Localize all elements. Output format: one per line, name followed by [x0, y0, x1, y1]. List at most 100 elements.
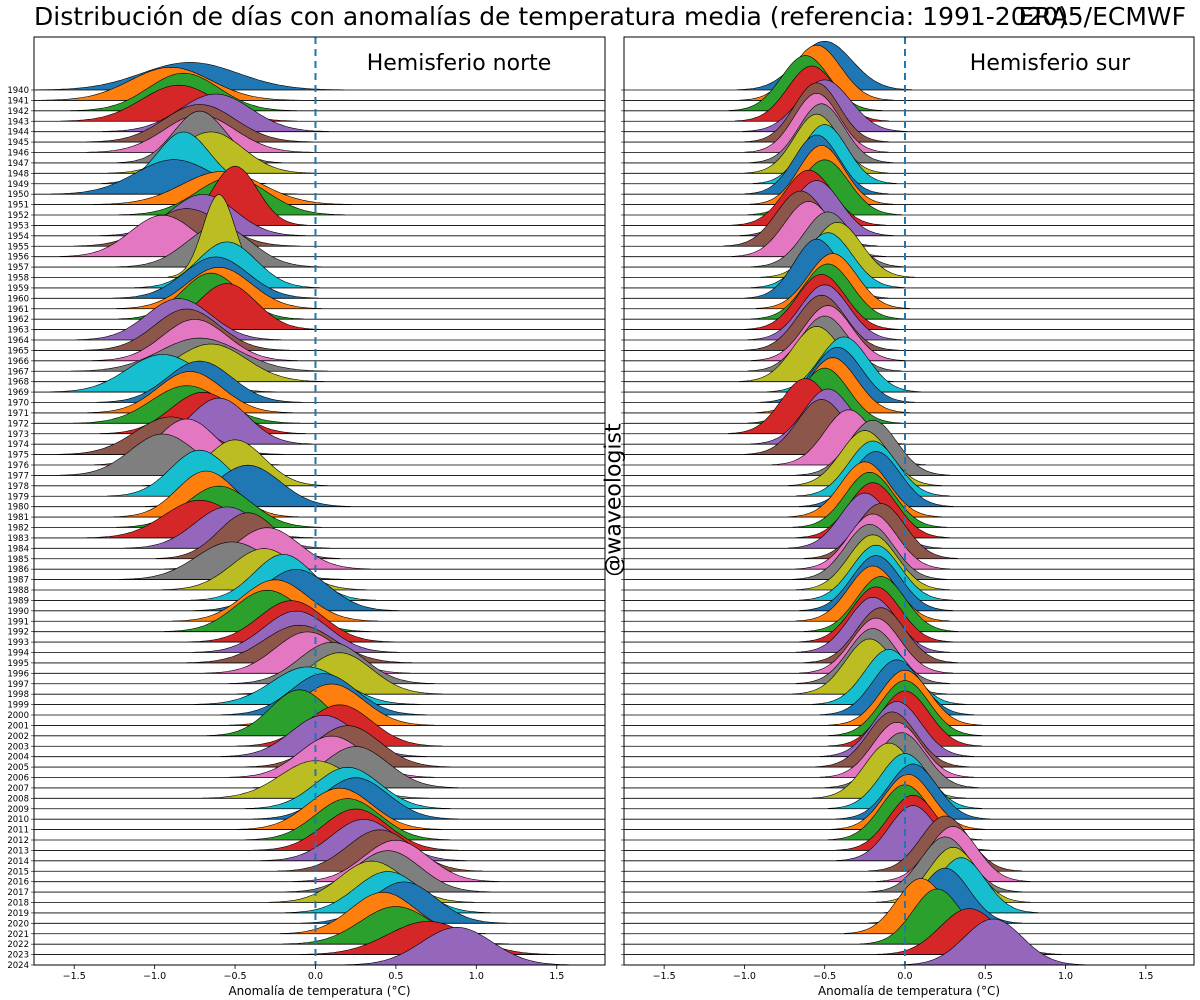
- ridge-outline-1964: [75, 298, 282, 341]
- ridge-outline-1945: [86, 104, 313, 143]
- ridge-outline-1971: [87, 371, 294, 413]
- ridge-outline-1959: [750, 232, 906, 288]
- ridge-outline-1991: [795, 565, 950, 622]
- ridge-1952: [34, 177, 605, 215]
- ridge-1961: [624, 253, 1194, 309]
- ridge-1946: [624, 93, 1194, 153]
- ridge-outline-1973: [99, 391, 306, 434]
- ridge-1974: [624, 388, 1194, 445]
- ridge-outline-1955: [73, 208, 300, 247]
- year-label: 1945: [7, 138, 29, 148]
- plot-frame: [623, 36, 1195, 966]
- year-label: 2014: [7, 857, 29, 867]
- year-label: 2017: [7, 888, 29, 898]
- ridge-1973: [624, 378, 1194, 434]
- ridge-outline-2013: [252, 808, 459, 851]
- year-label: 2004: [7, 753, 29, 763]
- ridge-1981: [34, 471, 605, 518]
- ridge-outline-1963: [744, 273, 899, 330]
- year-label: 1998: [7, 690, 29, 700]
- ridge-2004: [34, 715, 605, 757]
- ridge-1948: [624, 114, 1194, 174]
- ridge-outline-1945: [744, 82, 889, 142]
- ridge-outline-2010: [835, 763, 991, 820]
- ridge-1983: [624, 482, 1194, 538]
- ridge-outline-1942: [728, 55, 883, 111]
- year-label: 2003: [7, 742, 29, 752]
- ridge-outline-1948: [744, 113, 889, 174]
- ridge-outline-2001: [827, 669, 983, 726]
- year-label: 1988: [7, 586, 29, 596]
- ridge-1972: [624, 368, 1194, 424]
- year-label: 1997: [7, 680, 29, 690]
- chart-title: Distribución de días con anomalías de te…: [34, 2, 1069, 31]
- year-label: 2020: [7, 919, 29, 929]
- ridge-1954: [624, 180, 1194, 236]
- x-tick-label: −1.0: [733, 971, 756, 982]
- ridge-1970: [624, 347, 1194, 403]
- ridge-1983: [34, 500, 605, 538]
- ridge-outline-1978: [787, 430, 942, 486]
- year-label: 1972: [7, 419, 29, 429]
- year-label: 1943: [7, 117, 29, 127]
- ridge-outline-2015: [276, 829, 483, 872]
- ridge-1982: [624, 472, 1194, 528]
- ridge-outline-1961: [755, 253, 910, 309]
- year-label: 1975: [7, 451, 29, 461]
- ridge-outline-2016: [293, 839, 499, 882]
- year-label: 1979: [7, 492, 29, 502]
- x-axis-label: Anomalía de temperatura (°C): [818, 984, 1000, 998]
- ridge-1990: [624, 555, 1194, 611]
- ridge-outline-1967: [70, 337, 329, 372]
- ridge-outline-1996: [798, 617, 954, 674]
- ridge-outline-1983: [795, 482, 950, 538]
- year-label: 1983: [7, 534, 29, 544]
- plot-frame: [33, 36, 606, 966]
- ridge-2021: [624, 878, 1194, 934]
- year-label: 1964: [7, 336, 29, 346]
- ridge-outline-2015: [868, 815, 1023, 872]
- ridge-outline-2011: [236, 787, 443, 830]
- year-label: 2007: [7, 784, 29, 794]
- year-label: 1944: [7, 128, 29, 138]
- year-label: 1956: [7, 253, 29, 263]
- year-label: 1995: [7, 659, 29, 669]
- ridge-2023: [34, 921, 605, 955]
- ridge-outline-1994: [795, 596, 950, 653]
- ridge-1968: [624, 326, 1194, 382]
- year-label: 1966: [7, 357, 29, 367]
- year-label: 1994: [7, 649, 29, 659]
- year-label: 2018: [7, 899, 29, 909]
- year-label: 1980: [7, 503, 29, 513]
- x-axis-label: Anomalía de temperatura (°C): [228, 984, 410, 998]
- year-label: 1940: [7, 86, 29, 96]
- year-label: 1984: [7, 544, 29, 554]
- year-label: 1957: [7, 263, 29, 273]
- x-tick-label: 1.5: [549, 971, 564, 982]
- ridge-outline-1965: [744, 294, 899, 351]
- ridge-1977: [624, 420, 1194, 476]
- year-label: 2015: [7, 867, 29, 877]
- ridge-outline-1980: [799, 451, 954, 507]
- ridge-outline-1982: [792, 471, 947, 528]
- ridge-outline-2003: [236, 704, 443, 747]
- ridge-outline-2019: [284, 871, 491, 913]
- ridge-2013: [34, 809, 605, 851]
- ridge-1958: [624, 222, 1194, 278]
- ridge-outline-1966: [91, 319, 298, 361]
- ridge-1956: [34, 215, 605, 257]
- year-label: 1955: [7, 242, 29, 252]
- ridge-outline-1985: [803, 503, 959, 559]
- ridge-outline-2000: [819, 659, 975, 715]
- x-tick-label: 0.5: [388, 971, 403, 982]
- ridge-1942: [624, 55, 1194, 111]
- ridge-2008: [34, 760, 605, 799]
- year-label: 1947: [7, 159, 29, 169]
- ridge-outline-1989: [798, 544, 954, 601]
- ridge-outline-1977: [795, 419, 950, 476]
- year-label: 2006: [7, 774, 29, 784]
- ridge-1990: [34, 569, 605, 611]
- ridge-outline-2009: [827, 753, 983, 809]
- ridge-outline-1940: [35, 62, 345, 91]
